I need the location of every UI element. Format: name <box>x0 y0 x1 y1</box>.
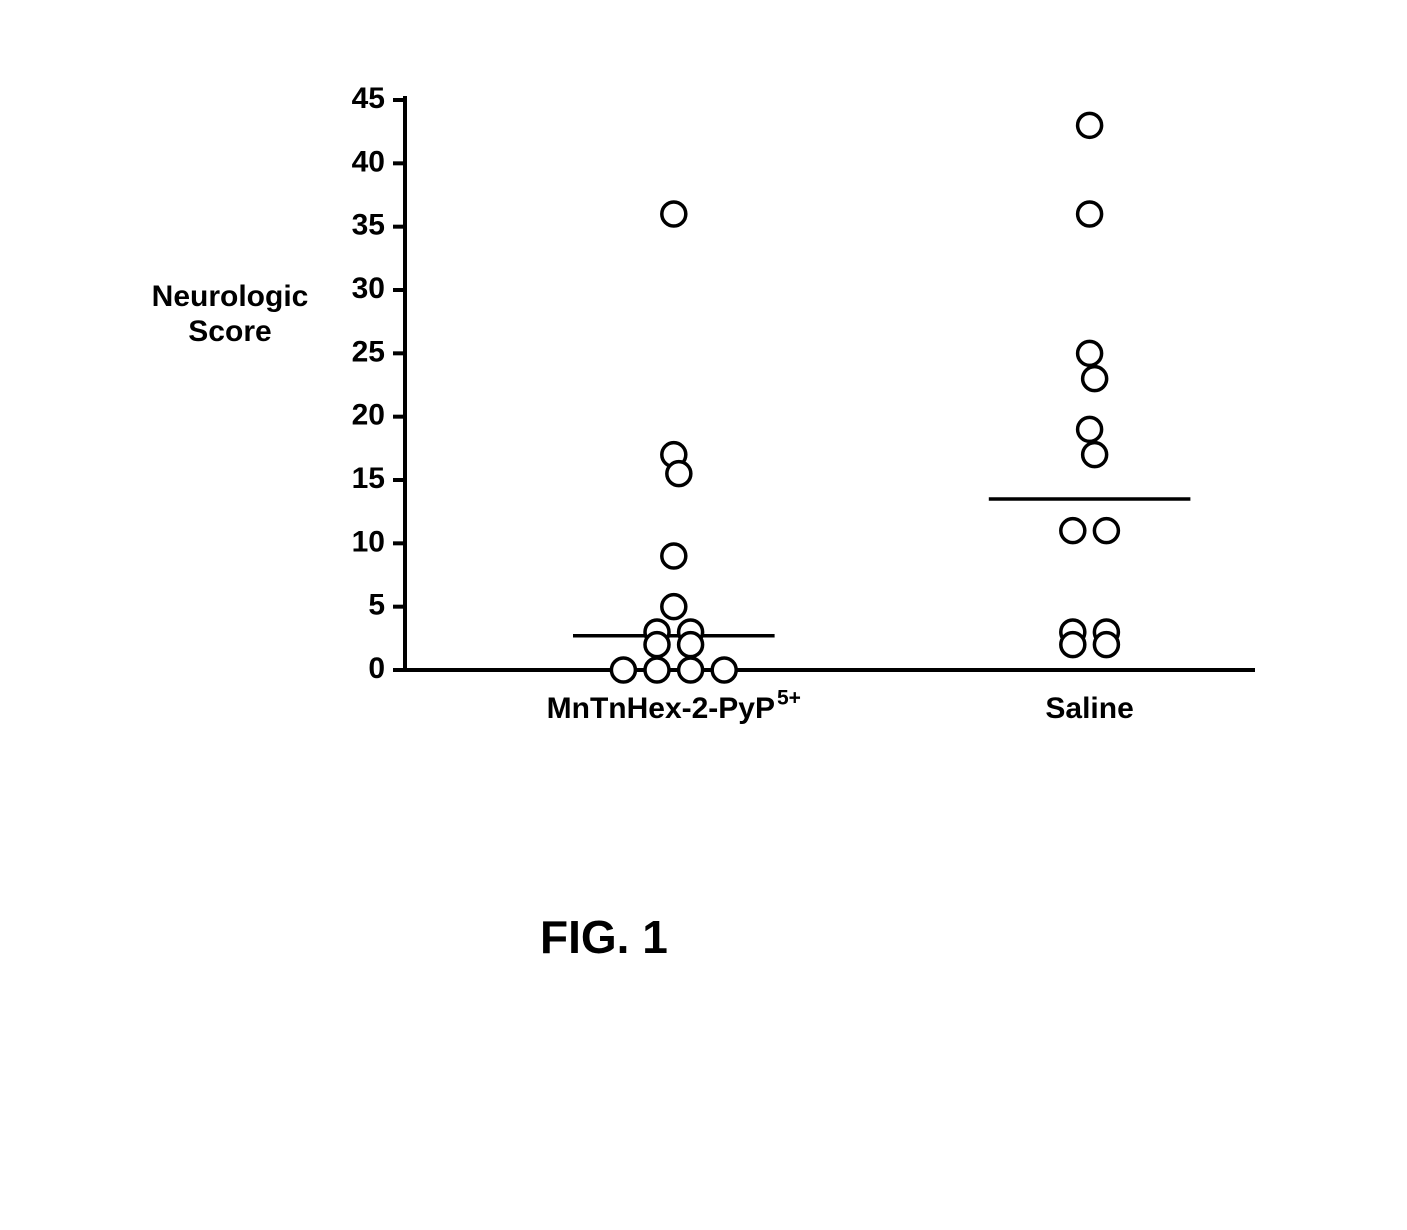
y-tick-label: 30 <box>352 272 385 305</box>
y-tick-label: 40 <box>352 145 385 178</box>
y-tick-label: 15 <box>352 462 385 495</box>
y-tick-label: 45 <box>352 82 385 115</box>
y-tick-label: 25 <box>352 335 385 368</box>
data-point <box>1078 113 1102 137</box>
data-point <box>1078 341 1102 365</box>
data-point <box>1083 367 1107 391</box>
data-point <box>679 633 703 657</box>
data-point <box>662 202 686 226</box>
scatter-chart: 0 5 10 15 20 25 30 35 40 45 MnTnHex-2-PyP5+ Saline <box>335 80 1255 760</box>
data-point <box>1078 417 1102 441</box>
data-point <box>645 658 669 682</box>
y-tick-label: 0 <box>368 652 385 685</box>
chart-svg: 0 5 10 15 20 25 30 35 40 45 MnTnHex-2-PyP5+ Saline <box>335 80 1255 760</box>
y-tick-label: 20 <box>352 399 385 432</box>
data-point <box>712 658 736 682</box>
y-tick-label: 35 <box>352 209 385 242</box>
y-axis-label-line1: Neurologic <box>152 280 309 313</box>
figure-caption: FIG. 1 <box>540 910 668 964</box>
data-point <box>1061 519 1085 543</box>
x-group-label: Saline <box>1045 692 1133 725</box>
data-point <box>662 595 686 619</box>
data-point <box>1061 633 1085 657</box>
page: Neurologic Score 0 5 10 15 20 25 30 35 40 45 MnTnH… <box>0 0 1407 1230</box>
x-group-label: MnTnHex-2-PyP5+ <box>547 687 801 726</box>
data-point <box>1083 443 1107 467</box>
data-point <box>667 462 691 486</box>
data-point <box>611 658 635 682</box>
y-axis-label: Neurologic Score <box>130 280 330 349</box>
data-point <box>1094 633 1118 657</box>
y-axis-label-line2: Score <box>188 315 271 348</box>
figure-caption-text: FIG. 1 <box>540 911 668 963</box>
data-point <box>1078 202 1102 226</box>
data-point <box>645 633 669 657</box>
y-tick-label: 10 <box>352 525 385 558</box>
y-tick-label: 5 <box>368 589 385 622</box>
data-point <box>662 544 686 568</box>
data-point <box>1094 519 1118 543</box>
data-point <box>679 658 703 682</box>
